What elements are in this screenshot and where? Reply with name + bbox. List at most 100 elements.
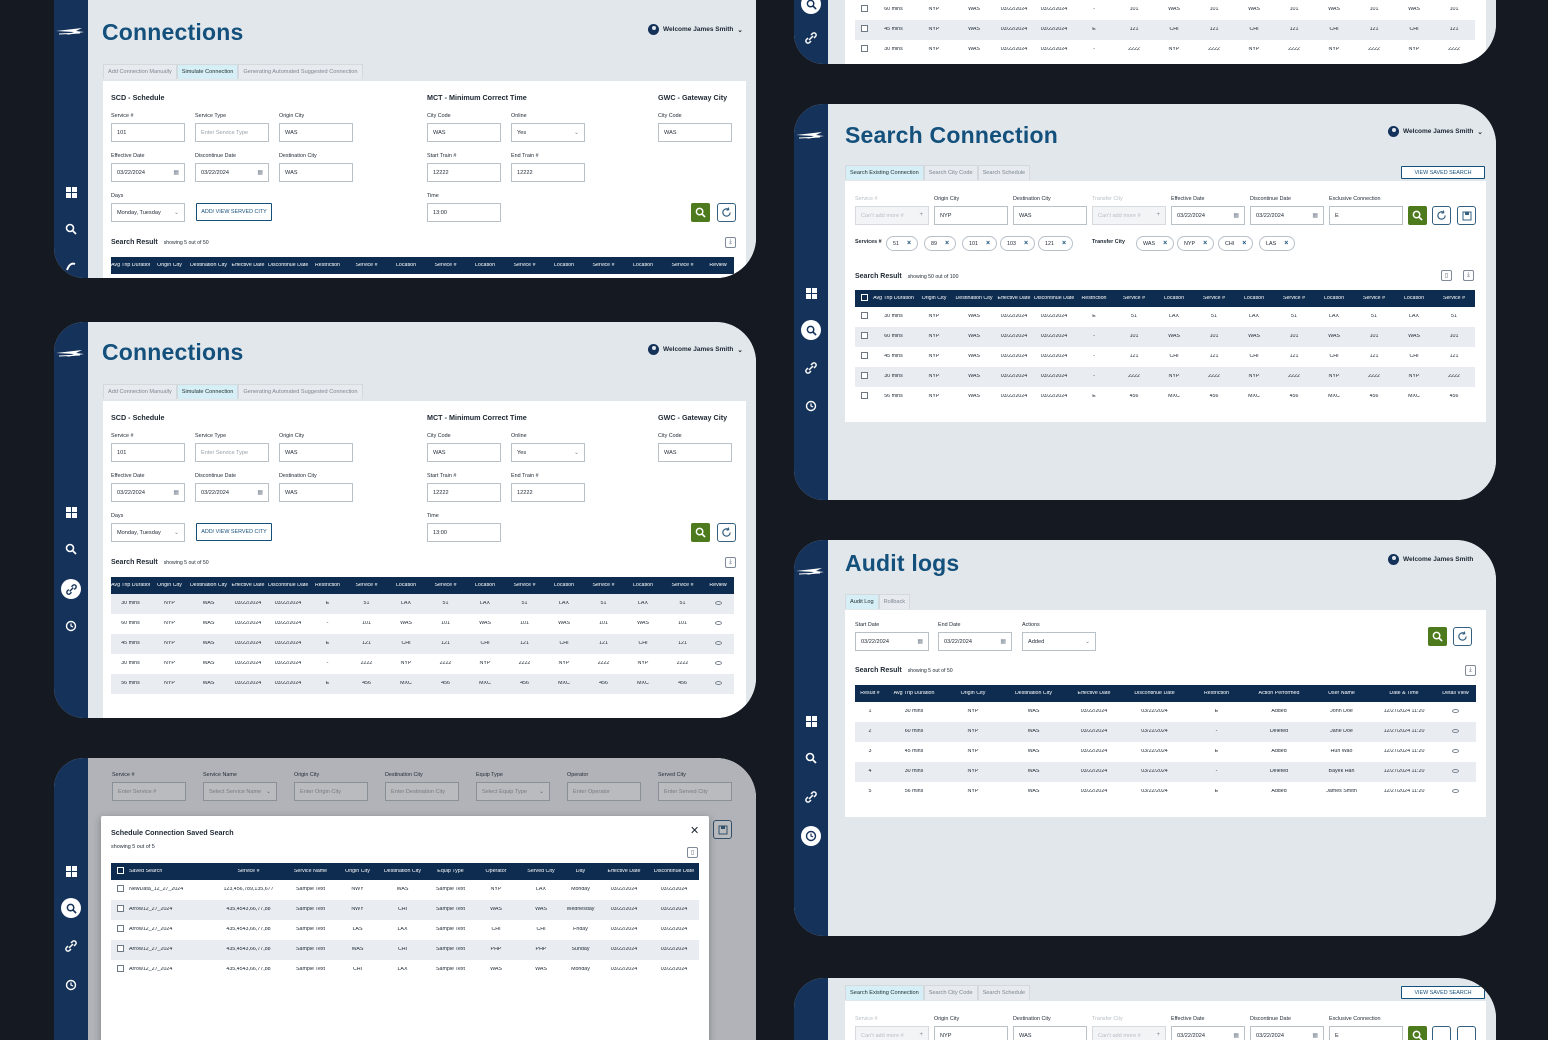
service-chip[interactable]: 103 × — [1000, 236, 1036, 251]
table-row[interactable]: 5 56 mins NYP WAS 03/22/2024 03/22/2024 E Added… — [855, 782, 1476, 802]
remove-chip-icon[interactable]: × — [986, 240, 991, 247]
end-date-input[interactable]: 03/22/2024 ▦ — [938, 632, 1012, 651]
row-checkbox[interactable] — [855, 25, 873, 35]
history-icon[interactable] — [801, 826, 821, 846]
eye-icon[interactable] — [1435, 788, 1476, 796]
filter-input[interactable]: Enter Destination City — [385, 782, 459, 801]
table-row[interactable]: 2 60 mins NYP WAS 03/22/2024 03/22/2024 - Delet… — [855, 722, 1476, 742]
search-input[interactable]: Can't add more # + — [1092, 1026, 1166, 1040]
table-row[interactable]: 30 mins NYP WAS 03/22/2024 03/22/2024 E 51 LAX 5… — [855, 307, 1475, 327]
start-train-input[interactable]: 12222 — [427, 483, 501, 502]
city-code-input[interactable]: WAS — [427, 123, 501, 142]
tab-add-manual[interactable]: Add Connection Manually — [103, 64, 177, 79]
dashboard-icon[interactable] — [61, 861, 81, 881]
remove-chip-icon[interactable]: × — [1203, 240, 1208, 247]
search-icon[interactable] — [801, 748, 821, 768]
tab-search-city-code[interactable]: Search City Code — [923, 165, 978, 180]
refresh-button[interactable] — [1432, 206, 1451, 225]
gwc-city-code-input[interactable]: WAS — [658, 443, 732, 462]
end-train-input[interactable]: 12222 — [511, 483, 585, 502]
dashboard-icon[interactable] — [61, 182, 81, 202]
user-menu[interactable]: Welcome James Smith ⌄ — [648, 344, 743, 355]
save-search-button[interactable] — [713, 820, 732, 839]
time-input[interactable]: 13:00 — [427, 203, 501, 222]
eye-icon[interactable] — [702, 680, 734, 688]
remove-chip-icon[interactable]: × — [1024, 240, 1029, 247]
close-icon[interactable]: ✕ — [690, 825, 700, 837]
row-checkbox[interactable] — [111, 945, 129, 955]
search-icon[interactable] — [61, 219, 81, 239]
actions-select[interactable]: Added ⌄ — [1022, 632, 1096, 651]
search-button[interactable] — [691, 203, 710, 222]
search-input[interactable]: Can't add more # + — [855, 1026, 929, 1040]
tab-search-city-code[interactable]: Search City Code — [923, 985, 978, 1000]
effective-date-input[interactable]: 03/22/2024 ▦ — [111, 163, 185, 182]
download-icon[interactable]: ⤓ — [725, 237, 736, 248]
discontinue-date-input[interactable]: 03/22/2024 ▦ — [195, 163, 269, 182]
service-chip[interactable]: 89 × — [924, 236, 957, 251]
search-input[interactable]: E — [1329, 206, 1403, 225]
tab-search-schedule[interactable]: Search Schedule — [977, 165, 1031, 180]
search-input[interactable]: Can't add more # + — [1092, 206, 1166, 225]
search-input[interactable]: NYP — [934, 1026, 1008, 1040]
table-row[interactable]: 56 mins NYP WAS 03/22/2024 03/22/2024 E 456 MXC… — [111, 674, 734, 694]
table-row[interactable]: 4 30 mins NYP WAS 03/22/2024 03/22/2024 - Delet… — [855, 762, 1476, 782]
transfer-chip[interactable]: CHI × — [1218, 236, 1254, 251]
filter-input[interactable]: Enter Origin City — [294, 782, 368, 801]
online-select[interactable]: Yes ⌄ — [511, 123, 585, 142]
eye-icon[interactable] — [702, 640, 734, 648]
tab-simulate[interactable]: Simulate Connection — [176, 64, 239, 79]
table-row[interactable]: Arrow12_27_2024 435,4543,66,77,88 Sample T… — [111, 920, 699, 940]
start-train-input[interactable]: 12222 — [427, 163, 501, 182]
service-type-input[interactable]: Enter Service Type — [195, 123, 269, 142]
transfer-chip[interactable]: WAS × — [1136, 236, 1175, 251]
filter-input[interactable]: Select Service Name ⌄ — [203, 782, 277, 801]
table-row[interactable]: 45 mins NYP WAS 03/22/2024 03/22/2024 - 121 CHI… — [855, 347, 1475, 367]
search-input[interactable]: WAS — [1013, 1026, 1087, 1040]
filter-input[interactable]: Enter Served City — [658, 782, 732, 801]
search-button[interactable] — [1428, 627, 1447, 646]
table-row[interactable]: 1 30 mins NYP WAS 03/22/2024 03/22/2024 E Added… — [855, 702, 1476, 722]
table-row[interactable]: Arrow12_27_2024 435,4543,66,77,88 Sample T… — [111, 960, 699, 980]
table-row[interactable]: 60 mins NYP WAS 03/22/2024 03/22/2024 - 101 WAS… — [111, 614, 734, 634]
delete-icon[interactable]: ▯ — [687, 847, 698, 858]
link-icon[interactable] — [61, 936, 81, 956]
service-input[interactable]: 101 — [111, 123, 185, 142]
refresh-button[interactable] — [717, 203, 736, 222]
search-button[interactable] — [691, 523, 710, 542]
link-icon[interactable] — [801, 787, 821, 807]
service-type-input[interactable]: Enter Service Type — [195, 443, 269, 462]
user-menu[interactable]: Welcome James Smith — [1388, 554, 1473, 565]
service-chip[interactable]: 101 × — [962, 236, 998, 251]
service-input[interactable]: 101 — [111, 443, 185, 462]
table-row[interactable]: 45 mins NYP WAS 03/22/2024 03/22/2024 E 121 CHI… — [111, 634, 734, 654]
eye-icon[interactable] — [702, 600, 734, 608]
tab-rollback[interactable]: Rollback — [878, 594, 911, 609]
delete-icon[interactable]: ▯ — [1441, 270, 1452, 281]
dashboard-icon[interactable] — [801, 711, 821, 731]
eye-icon[interactable] — [1435, 708, 1476, 716]
link-icon[interactable] — [61, 579, 81, 599]
search-icon[interactable] — [61, 539, 81, 559]
refresh-button[interactable] — [1432, 1026, 1451, 1040]
search-input[interactable]: NYP — [934, 206, 1008, 225]
search-input[interactable]: 03/22/2024 ▦ — [1171, 1026, 1245, 1040]
link-icon[interactable] — [61, 256, 81, 276]
destination-input[interactable]: WAS — [279, 163, 353, 182]
search-input[interactable]: 03/22/2024 ▦ — [1171, 206, 1245, 225]
tab-search-schedule[interactable]: Search Schedule — [977, 985, 1031, 1000]
user-menu[interactable]: Welcome James Smith ⌄ — [648, 24, 743, 35]
dashboard-icon[interactable] — [61, 502, 81, 522]
download-icon[interactable]: ⤓ — [1465, 665, 1476, 676]
row-checkbox[interactable] — [855, 332, 873, 342]
history-icon[interactable] — [801, 396, 821, 416]
search-input[interactable]: E — [1329, 1026, 1403, 1040]
search-icon[interactable] — [801, 320, 821, 340]
search-icon[interactable] — [801, 0, 821, 14]
row-checkbox[interactable] — [855, 312, 873, 322]
effective-date-input[interactable]: 03/22/2024 ▦ — [111, 483, 185, 502]
eye-icon[interactable] — [702, 620, 734, 628]
eye-icon[interactable] — [702, 660, 734, 668]
table-row[interactable]: 30 mins NYP WAS 03/22/2024 03/22/2024 - 2222 NY… — [855, 40, 1475, 60]
search-button[interactable] — [1408, 1026, 1427, 1040]
